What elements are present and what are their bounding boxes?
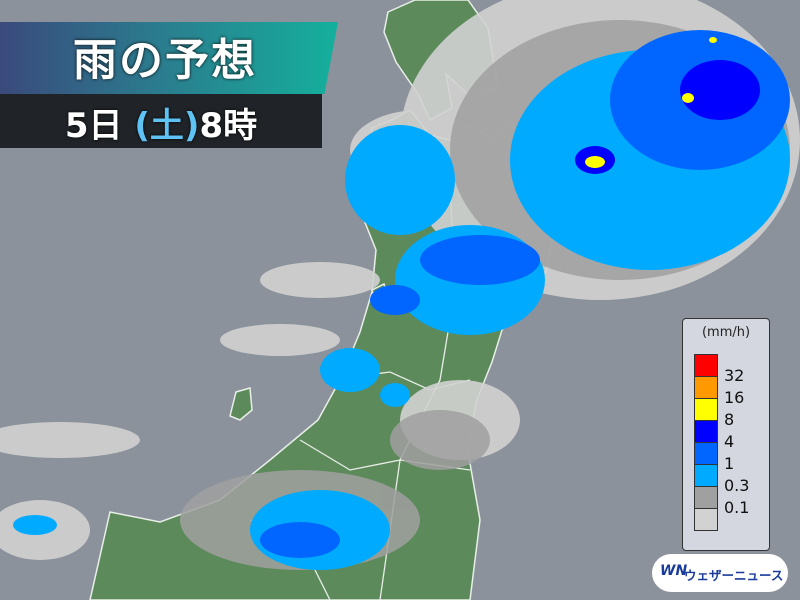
legend-swatch [694,442,718,465]
legend-swatch [694,376,718,399]
rain-intense [585,37,717,168]
title-banner [0,22,338,94]
legend-unit: (mm/h) [701,325,751,340]
forecast-day: 5日 [64,106,123,146]
logo-text: ウェザーニュース [684,568,784,583]
logo-mark: WN [660,563,688,579]
sado-island-land [229,387,253,421]
legend-swatch [694,354,718,377]
legend-label: 0.3 [724,476,750,495]
weathernews-logo: WN ウェザーニュース [652,554,788,592]
subtitle-banner [0,94,322,148]
legend-swatch [694,398,718,421]
rain-legend: (mm/h) 32 16 8 4 1 0.3 0.1 [682,318,770,551]
legend-label: 16 [724,388,745,407]
forecast-time: 5日 (土)8時 [0,98,322,147]
page-title: 雨の予想 [73,35,257,86]
legend-swatch [694,508,718,531]
legend-swatch [694,486,718,509]
legend-swatch [694,464,718,487]
legend-label: 1 [724,454,735,473]
legend-label: 8 [724,410,735,429]
legend-label: 32 [724,366,745,385]
legend-swatch [694,420,718,443]
legend-label: 4 [724,432,735,451]
legend-label: 0.1 [724,498,750,517]
forecast-weekday: (土) [134,106,200,146]
forecast-hour: 8時 [199,106,258,146]
